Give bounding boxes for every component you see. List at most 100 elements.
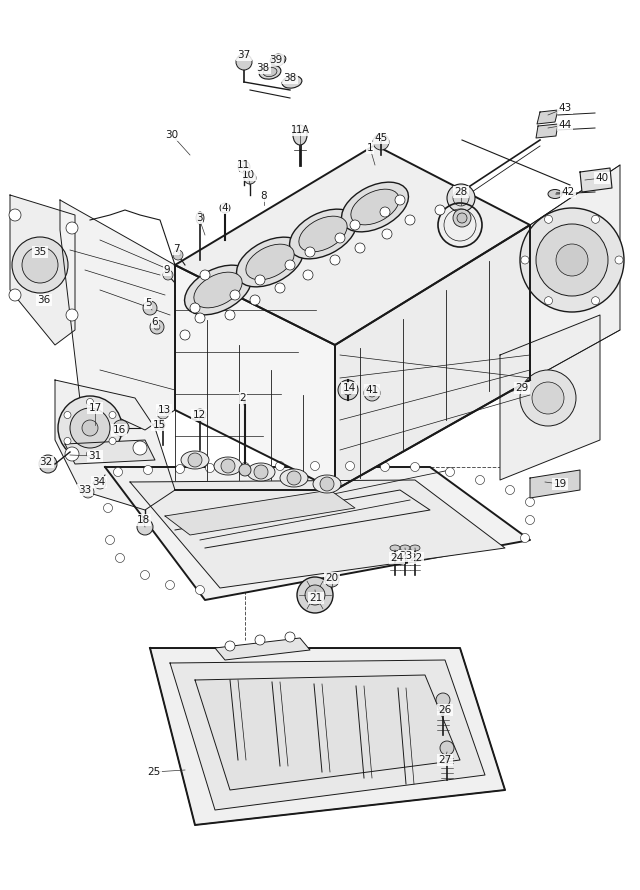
Text: 33: 33 bbox=[78, 485, 92, 495]
Circle shape bbox=[109, 438, 116, 444]
Ellipse shape bbox=[270, 54, 286, 66]
Circle shape bbox=[436, 693, 450, 707]
Circle shape bbox=[536, 224, 608, 296]
Text: 28: 28 bbox=[454, 187, 468, 197]
Text: 3: 3 bbox=[196, 213, 202, 223]
Polygon shape bbox=[215, 638, 310, 660]
Text: 23: 23 bbox=[399, 551, 413, 561]
Circle shape bbox=[380, 207, 390, 217]
Text: 43: 43 bbox=[558, 103, 572, 113]
Circle shape bbox=[200, 270, 210, 280]
Circle shape bbox=[520, 533, 529, 543]
Circle shape bbox=[163, 270, 173, 280]
Circle shape bbox=[39, 455, 57, 473]
Circle shape bbox=[109, 411, 116, 418]
Text: 29: 29 bbox=[515, 383, 529, 393]
Circle shape bbox=[320, 477, 334, 491]
Circle shape bbox=[143, 465, 152, 474]
Circle shape bbox=[275, 462, 285, 471]
Circle shape bbox=[272, 54, 284, 66]
Ellipse shape bbox=[293, 125, 307, 145]
Circle shape bbox=[545, 296, 552, 304]
Polygon shape bbox=[105, 467, 530, 600]
Circle shape bbox=[188, 453, 202, 467]
Ellipse shape bbox=[299, 216, 347, 252]
Circle shape bbox=[381, 463, 390, 472]
Text: 9: 9 bbox=[164, 265, 170, 275]
Ellipse shape bbox=[313, 475, 341, 493]
Circle shape bbox=[338, 380, 358, 400]
Ellipse shape bbox=[548, 190, 562, 198]
Circle shape bbox=[195, 586, 205, 595]
Circle shape bbox=[532, 382, 564, 414]
Circle shape bbox=[244, 172, 256, 184]
Circle shape bbox=[520, 370, 576, 426]
Circle shape bbox=[521, 256, 529, 264]
Circle shape bbox=[173, 250, 183, 260]
Polygon shape bbox=[580, 168, 612, 192]
Polygon shape bbox=[130, 480, 505, 588]
Ellipse shape bbox=[196, 212, 204, 224]
Text: 14: 14 bbox=[342, 383, 356, 393]
Circle shape bbox=[66, 222, 78, 234]
Text: 10: 10 bbox=[241, 170, 255, 180]
Circle shape bbox=[86, 450, 93, 457]
Circle shape bbox=[154, 324, 160, 330]
Circle shape bbox=[115, 554, 125, 562]
Ellipse shape bbox=[214, 457, 242, 475]
Text: 15: 15 bbox=[152, 420, 166, 430]
Ellipse shape bbox=[184, 265, 252, 315]
Polygon shape bbox=[530, 165, 620, 380]
Circle shape bbox=[9, 289, 21, 301]
Circle shape bbox=[591, 215, 600, 223]
Polygon shape bbox=[175, 265, 335, 490]
Text: 27: 27 bbox=[438, 755, 452, 765]
Text: 21: 21 bbox=[309, 593, 323, 603]
Circle shape bbox=[343, 385, 353, 395]
Text: 35: 35 bbox=[33, 247, 47, 257]
Circle shape bbox=[236, 54, 252, 70]
Circle shape bbox=[86, 399, 93, 406]
Circle shape bbox=[221, 459, 235, 473]
Circle shape bbox=[141, 570, 150, 579]
Circle shape bbox=[255, 635, 265, 645]
Circle shape bbox=[285, 632, 295, 642]
Polygon shape bbox=[537, 110, 558, 124]
Circle shape bbox=[195, 313, 205, 323]
Circle shape bbox=[250, 295, 260, 305]
Ellipse shape bbox=[282, 76, 302, 88]
Text: 38: 38 bbox=[284, 73, 296, 83]
Circle shape bbox=[239, 464, 251, 476]
Circle shape bbox=[225, 310, 235, 320]
Circle shape bbox=[194, 409, 206, 421]
Circle shape bbox=[520, 208, 624, 312]
Ellipse shape bbox=[289, 209, 356, 259]
Text: 5: 5 bbox=[145, 298, 151, 308]
Polygon shape bbox=[500, 315, 600, 480]
Text: 41: 41 bbox=[365, 385, 379, 395]
Circle shape bbox=[285, 260, 295, 270]
Circle shape bbox=[410, 463, 419, 472]
Circle shape bbox=[220, 203, 230, 213]
Circle shape bbox=[453, 209, 471, 227]
Ellipse shape bbox=[351, 190, 399, 225]
Circle shape bbox=[65, 447, 79, 461]
Text: 19: 19 bbox=[554, 479, 566, 489]
Ellipse shape bbox=[194, 272, 242, 308]
Circle shape bbox=[368, 389, 376, 397]
Circle shape bbox=[133, 441, 147, 455]
Polygon shape bbox=[175, 145, 530, 345]
Ellipse shape bbox=[410, 545, 420, 551]
Text: 34: 34 bbox=[92, 477, 106, 487]
Circle shape bbox=[591, 296, 600, 304]
Circle shape bbox=[230, 290, 240, 300]
Text: 36: 36 bbox=[37, 295, 51, 305]
Circle shape bbox=[373, 134, 389, 150]
Polygon shape bbox=[530, 470, 580, 498]
Circle shape bbox=[545, 215, 552, 223]
Circle shape bbox=[225, 641, 235, 651]
Circle shape bbox=[70, 408, 110, 448]
Text: 16: 16 bbox=[113, 425, 125, 435]
Circle shape bbox=[556, 244, 588, 276]
Circle shape bbox=[143, 301, 157, 315]
